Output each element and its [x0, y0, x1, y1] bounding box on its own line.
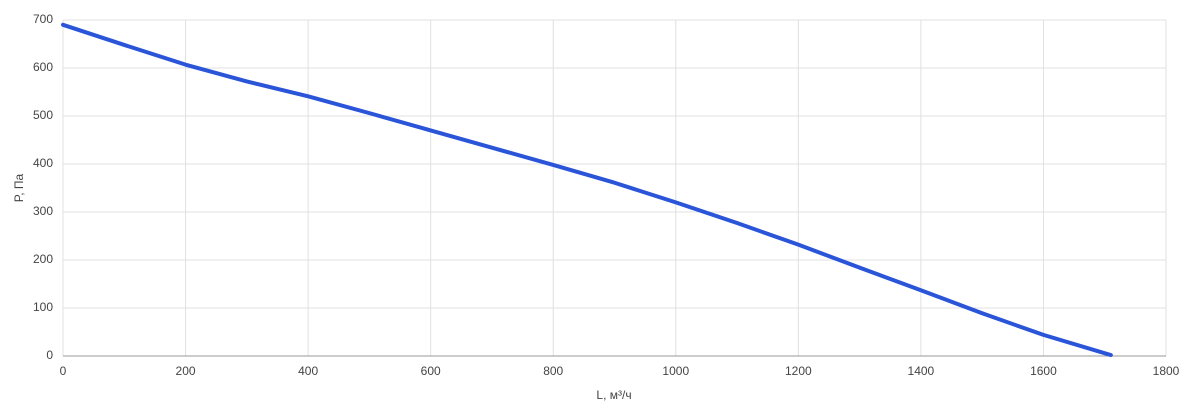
x-tick-label: 400 — [298, 364, 318, 378]
y-tick-label: 300 — [33, 204, 53, 218]
x-tick-label: 1600 — [1030, 364, 1057, 378]
x-tick-label: 0 — [60, 364, 67, 378]
x-tick-label: 600 — [421, 364, 441, 378]
x-tick-label: 1400 — [908, 364, 935, 378]
y-tick-label: 100 — [33, 300, 53, 314]
y-tick-label: 500 — [33, 108, 53, 122]
x-tick-label: 200 — [176, 364, 196, 378]
y-tick-label: 400 — [33, 156, 53, 170]
y-tick-label: 200 — [33, 252, 53, 266]
y-axis-title: P, Па — [12, 173, 26, 202]
x-tick-label: 1200 — [785, 364, 812, 378]
y-tick-label: 600 — [33, 60, 53, 74]
x-axis-title: L, м³/ч — [596, 388, 631, 402]
x-tick-label: 800 — [543, 364, 563, 378]
y-tick-label: 700 — [33, 12, 53, 26]
data-line — [61, 22, 1113, 358]
x-tick-label: 1800 — [1153, 364, 1180, 378]
x-tick-label: 1000 — [662, 364, 689, 378]
y-tick-label: 0 — [46, 348, 53, 362]
